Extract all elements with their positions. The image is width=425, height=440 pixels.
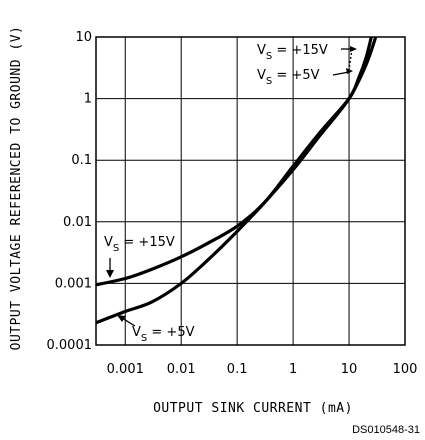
x-tick-label: 0.001 (107, 362, 144, 377)
x-tick-label: 10 (341, 362, 358, 377)
plot-frame (95, 36, 406, 346)
x-tick-label: 0.01 (167, 362, 196, 377)
y-tick-label: 0.001 (55, 276, 92, 291)
x-axis-title: OUTPUT SINK CURRENT (mA) (153, 401, 353, 416)
x-tick-label: 1 (289, 362, 297, 377)
series-line-vs5 (95, 36, 378, 325)
figure-code: DS010548-31 (352, 424, 420, 436)
annotation-top-arrows (332, 46, 357, 76)
grid (95, 36, 406, 346)
annotation-left-arrow (106, 258, 114, 278)
curves (95, 36, 378, 325)
annotation-top-vs15: VS = +15V (257, 43, 328, 62)
y-tick-label: 1 (84, 92, 92, 107)
y-tick-label: 10 (75, 30, 92, 45)
y-tick-labels: 0.0001 0.001 0.01 0.1 1 10 (47, 30, 93, 353)
x-tick-label: 0.1 (227, 362, 248, 377)
y-axis-title: OUTPUT VOLTAGE REFERENCED TO GROUND (V) (9, 26, 24, 351)
y-tick-label: 0.0001 (47, 338, 93, 353)
annotation-top-vs5: VS = +5V (257, 68, 320, 87)
x-tick-label: 100 (393, 362, 418, 377)
annotation-left-vs15: VS = +15V (104, 235, 175, 254)
y-tick-label: 0.1 (71, 153, 92, 168)
y-tick-label: 0.01 (63, 215, 92, 230)
x-tick-labels: 0.001 0.01 0.1 1 10 100 (107, 362, 418, 377)
annotation-bottom-vs5: VS = +5V (132, 325, 195, 344)
annotation-bottom-arrow (117, 315, 136, 327)
